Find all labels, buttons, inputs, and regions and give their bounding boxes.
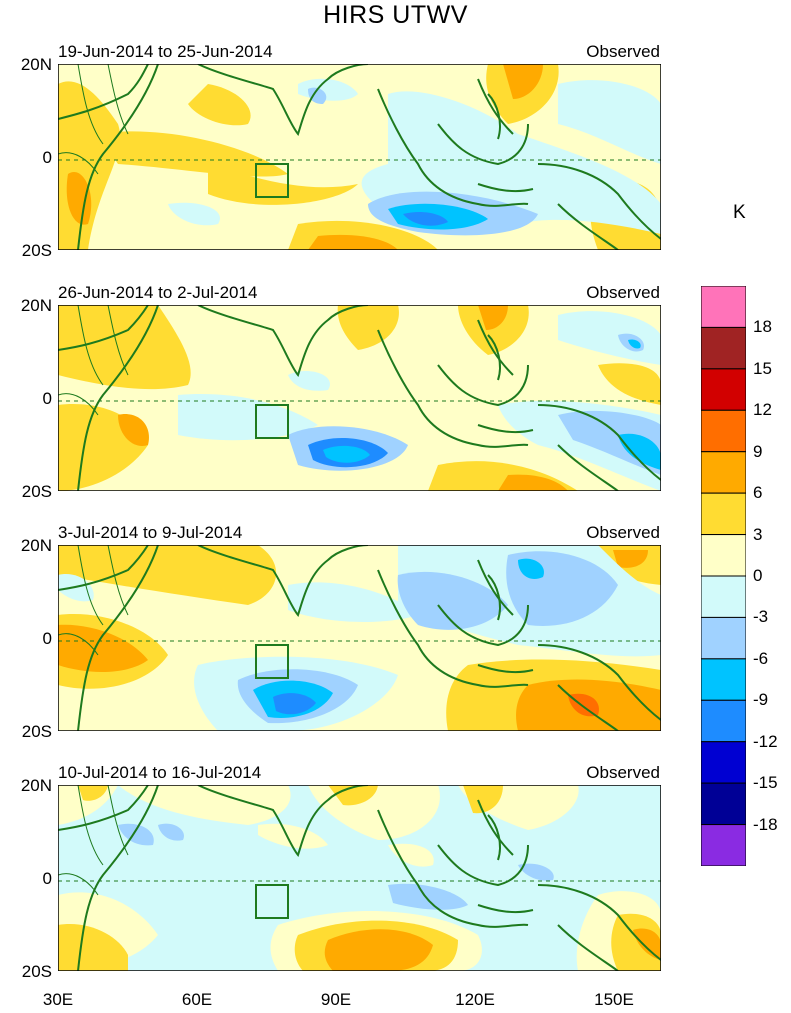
lat-label-20s: 20S xyxy=(21,962,52,981)
colorbar-tick-label: -6 xyxy=(753,648,769,668)
colorbar-tick-label: 0 xyxy=(753,566,763,585)
colorbar-unit: K xyxy=(733,202,746,223)
lat-label-20n: 20N xyxy=(20,776,52,795)
colorbar-swatch xyxy=(701,699,746,743)
colorbar-swatch xyxy=(701,658,746,701)
colorbar-tick-label: 12 xyxy=(753,400,772,420)
panel-date-range: 10-Jul-2014 to 16-Jul-2014 xyxy=(58,763,262,782)
colorbar-swatch xyxy=(701,575,746,618)
colorbar-tick-label: 6 xyxy=(753,483,763,503)
lon-label: 150E xyxy=(594,990,634,1009)
map-panel: 3-Jul-2014 to 9-Jul-2014 Observed 20N 0 … xyxy=(0,523,700,741)
lat-label-0: 0 xyxy=(42,629,52,648)
colorbar-tick-label: -18 xyxy=(753,814,778,834)
anomaly-map xyxy=(58,64,661,250)
panel-date-range: 3-Jul-2014 to 9-Jul-2014 xyxy=(58,523,243,542)
panel-date-range: 26-Jun-2014 to 2-Jul-2014 xyxy=(58,283,258,302)
panel-date-range: 19-Jun-2014 to 25-Jun-2014 xyxy=(58,42,273,61)
lon-label: 120E xyxy=(455,990,495,1009)
colorbar-tick-label: -3 xyxy=(753,607,769,627)
anomaly-map xyxy=(58,305,661,491)
colorbar-swatch xyxy=(701,741,746,784)
map-panel: 10-Jul-2014 to 16-Jul-2014 Observed 20N … xyxy=(0,763,700,981)
colorbar-swatch xyxy=(701,616,746,660)
colorbar-tick-label: -15 xyxy=(753,773,778,793)
anomaly-map xyxy=(58,785,661,971)
lat-label-20s: 20S xyxy=(21,482,52,501)
colorbar-tick-label: 3 xyxy=(753,524,763,544)
panel-type-label: Observed xyxy=(586,42,660,61)
colorbar-swatch xyxy=(701,534,746,577)
colorbar-swatch xyxy=(701,782,746,826)
x-axis: 30E 60E 90E 120E 150E xyxy=(0,990,700,1012)
figure-title: HIRS UTWV xyxy=(323,1,468,29)
colorbar-tick-label: 15 xyxy=(753,358,772,378)
lat-label-20n: 20N xyxy=(20,296,52,315)
panel-type-label: Observed xyxy=(586,763,660,782)
colorbar-swatch xyxy=(701,286,746,328)
lat-label-0: 0 xyxy=(42,148,52,167)
map-panel: 26-Jun-2014 to 2-Jul-2014 Observed 20N 0… xyxy=(0,283,700,501)
colorbar-tick-label: -12 xyxy=(753,731,778,751)
lon-label: 60E xyxy=(181,990,213,1009)
lon-label: 90E xyxy=(320,990,352,1009)
lat-label-20n: 20N xyxy=(20,536,52,555)
colorbar-tick-label: 9 xyxy=(753,441,763,461)
anomaly-map xyxy=(58,545,661,731)
colorbar-tick-label: 18 xyxy=(753,317,772,337)
colorbar-swatch xyxy=(701,492,746,536)
colorbar-swatch xyxy=(701,368,746,411)
lon-label: 30E xyxy=(42,990,74,1009)
panel-type-label: Observed xyxy=(586,523,660,542)
colorbar-tick-label: -9 xyxy=(753,690,769,710)
lat-label-20n: 20N xyxy=(20,55,52,74)
colorbar-swatch xyxy=(701,409,746,453)
map-panel: 19-Jun-2014 to 25-Jun-2014 Observed 20N … xyxy=(0,42,700,260)
panel-type-label: Observed xyxy=(586,283,660,302)
lat-label-20s: 20S xyxy=(21,241,52,260)
colorbar-swatch xyxy=(701,824,746,866)
colorbar-swatch xyxy=(701,326,746,370)
colorbar-swatch xyxy=(701,451,746,494)
lat-label-20s: 20S xyxy=(21,722,52,741)
lat-label-0: 0 xyxy=(42,869,52,888)
lat-label-0: 0 xyxy=(42,389,52,408)
colorbar xyxy=(701,286,746,866)
